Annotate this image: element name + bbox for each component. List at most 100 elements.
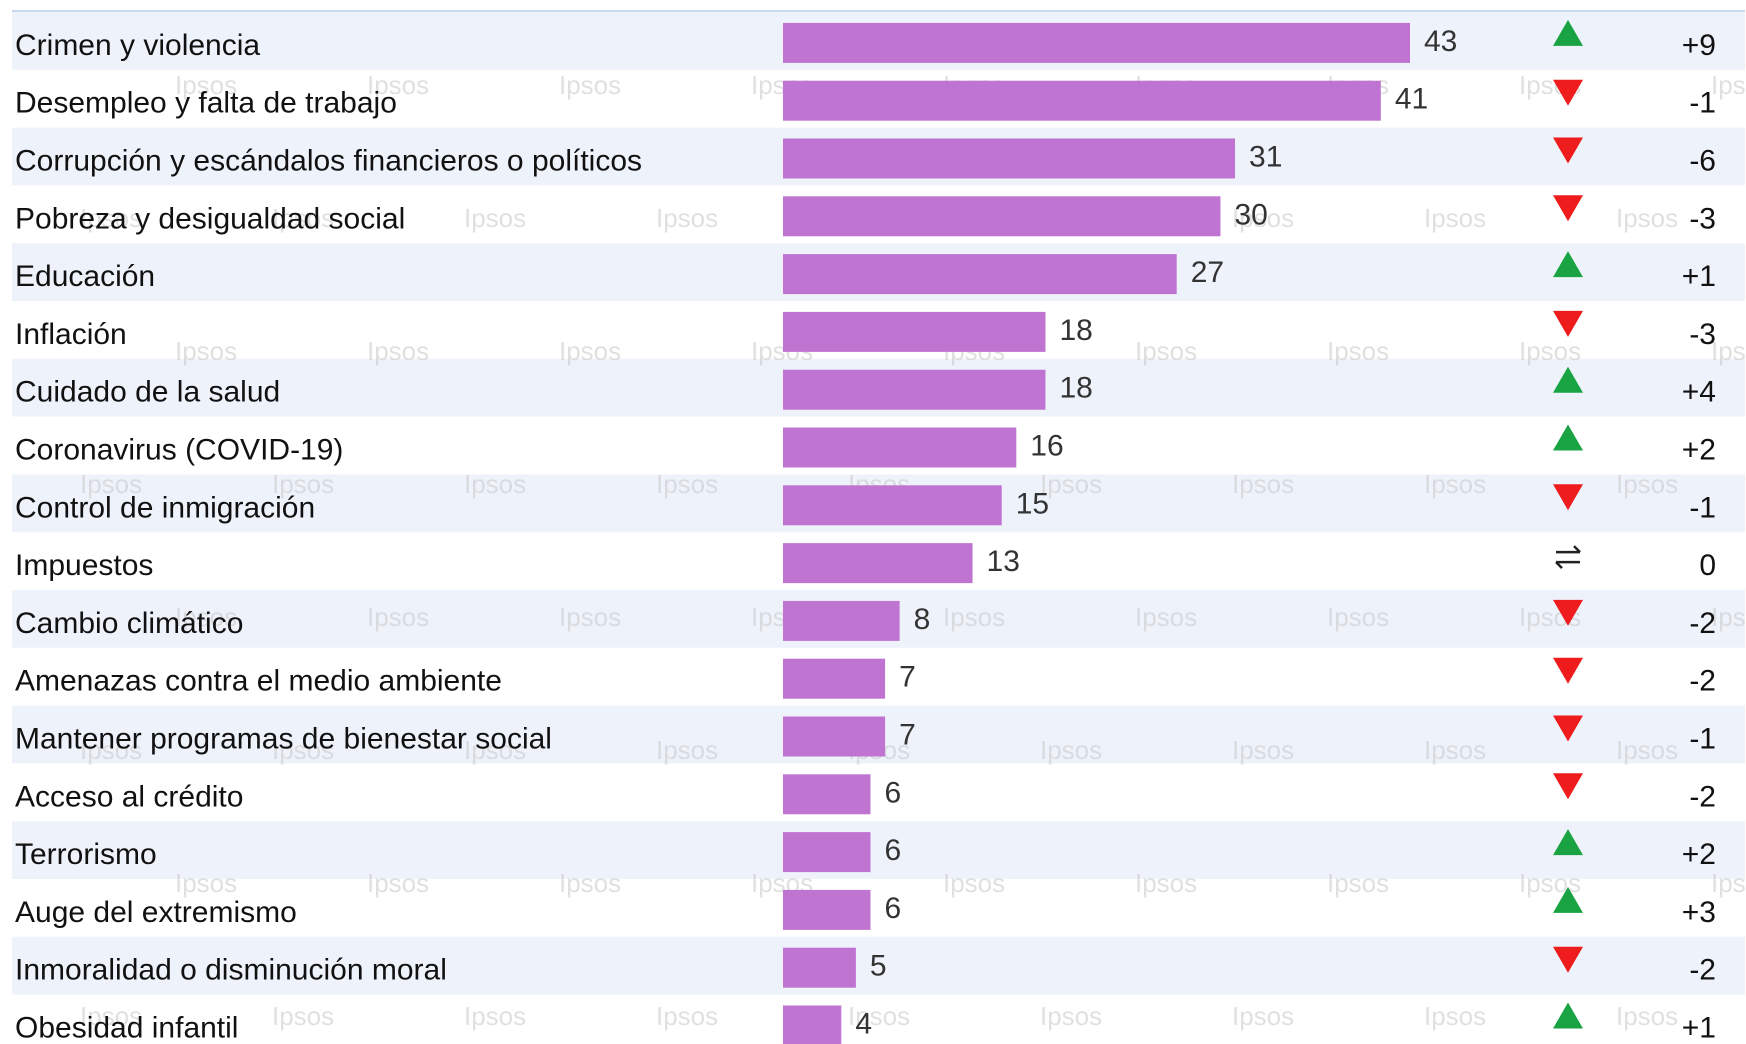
bar <box>783 254 1177 295</box>
value-label: 43 <box>1424 25 1457 58</box>
chart-row: Corrupción y escándalos financieros o po… <box>15 137 1716 179</box>
watermark-text: Ipsos <box>1232 203 1294 233</box>
value-label: 5 <box>870 950 887 983</box>
change-label: -2 <box>1689 954 1716 987</box>
change-label: -1 <box>1689 491 1716 524</box>
watermark-text: Ipsos <box>1327 336 1389 366</box>
watermark-text: Ipsos <box>559 602 621 632</box>
chart-row: Cuidado de la salud 18 +4 <box>15 366 1716 410</box>
value-label: 18 <box>1059 372 1092 405</box>
watermark-text: Ipsos <box>943 868 1005 898</box>
bar <box>783 947 856 988</box>
watermark-text: Ipsos <box>1711 336 1746 366</box>
watermark-layer: Ipsos Ipsos Ipsos Ipsos Ipsos Ipsos Ipsos Ipsos… <box>80 70 1746 1031</box>
value-label: 16 <box>1030 430 1063 463</box>
watermark-text: Ipsos <box>656 469 718 499</box>
trend-down-icon <box>1553 137 1583 164</box>
category-label: Cuidado de la salud <box>15 376 280 409</box>
watermark-text: Ipsos <box>175 868 237 898</box>
change-label: -1 <box>1689 87 1716 120</box>
trend-up-icon <box>1553 424 1583 451</box>
value-label: 18 <box>1059 314 1092 347</box>
chart-row: Amenazas contra el medio ambiente 7 -2 <box>15 657 1716 699</box>
watermark-text: Ipsos <box>1519 336 1581 366</box>
category-label: Acceso al crédito <box>15 780 243 813</box>
watermark-text: Ipsos <box>464 469 526 499</box>
watermark-text: Ipsos <box>367 868 429 898</box>
bar <box>783 600 900 641</box>
watermark-text: Ipsos <box>1424 735 1486 765</box>
bar <box>783 427 1017 468</box>
chart-row: Control de inmigración 15 -1 <box>15 484 1716 526</box>
value-label: 7 <box>899 719 916 752</box>
trend-down-icon <box>1553 773 1583 800</box>
watermark-text: Ipsos <box>1040 469 1102 499</box>
change-label: +2 <box>1682 838 1716 871</box>
value-label: 15 <box>1016 487 1049 520</box>
swap-arrows-icon <box>1555 545 1581 569</box>
watermark-text: Ipsos <box>1135 602 1197 632</box>
category-label: Auge del extremismo <box>15 896 297 929</box>
watermark-text: Ipsos <box>1616 203 1678 233</box>
change-label: +1 <box>1682 1012 1716 1044</box>
change-label: -2 <box>1689 665 1716 698</box>
watermark-text: Ipsos <box>1519 868 1581 898</box>
value-label: 27 <box>1191 256 1224 289</box>
bar <box>783 889 871 930</box>
category-label: Mantener programas de bienestar social <box>15 723 552 756</box>
watermark-text: Ipsos <box>1040 1001 1102 1031</box>
value-label: 41 <box>1395 83 1428 116</box>
watermark-text: Ipsos <box>1424 203 1486 233</box>
bar <box>783 369 1046 410</box>
category-label: Terrorismo <box>15 838 157 871</box>
watermark-text: Ipsos <box>367 70 429 100</box>
change-label: -2 <box>1689 607 1716 640</box>
trend-up-icon <box>1553 886 1583 913</box>
category-label: Control de inmigración <box>15 491 315 524</box>
watermark-text: Ipsos <box>943 602 1005 632</box>
change-label: -3 <box>1689 202 1716 235</box>
watermark-text: Ipsos <box>464 735 526 765</box>
value-label: 6 <box>884 834 901 867</box>
chart-row: Coronavirus (COVID-19) 16 +2 <box>15 424 1716 468</box>
change-label: +4 <box>1682 376 1716 409</box>
trend-up-icon <box>1553 1002 1583 1029</box>
bar <box>783 658 886 699</box>
watermark-text: Ipsos <box>1711 868 1746 898</box>
watermark-text: Ipsos <box>656 203 718 233</box>
change-label: +9 <box>1682 29 1716 62</box>
change-label: -6 <box>1689 145 1716 178</box>
chart-row: Terrorismo 6 +2 <box>15 829 1716 873</box>
watermark-text: Ipsos <box>848 1001 910 1031</box>
watermark-text: Ipsos <box>1135 336 1197 366</box>
watermark-text: Ipsos <box>272 469 334 499</box>
watermark-text: Ipsos <box>1711 70 1746 100</box>
change-label: +2 <box>1682 434 1716 467</box>
watermark-text: Ipsos <box>80 203 142 233</box>
chart-row: Cambio climático 8 -2 <box>15 599 1716 641</box>
trend-up-icon <box>1553 829 1583 856</box>
category-label: Pobreza y desigualdad social <box>15 202 405 235</box>
watermark-text: Ipsos <box>367 336 429 366</box>
watermark-text: Ipsos <box>1327 868 1389 898</box>
trend-down-icon <box>1553 310 1583 337</box>
category-label: Inmoralidad o disminución moral <box>15 954 447 987</box>
change-label: 0 <box>1699 549 1716 582</box>
trend-up-icon <box>1553 366 1583 393</box>
change-label: -3 <box>1689 318 1716 351</box>
bar <box>783 774 871 815</box>
value-label: 7 <box>899 661 916 694</box>
category-label: Coronavirus (COVID-19) <box>15 434 343 467</box>
chart-row: Obesidad infantil 4 +1 <box>15 1002 1716 1044</box>
category-label: Desempleo y falta de trabajo <box>15 87 397 120</box>
value-label: 6 <box>884 776 901 809</box>
bar <box>783 22 1410 63</box>
row-band <box>12 936 1745 995</box>
trend-down-icon <box>1553 946 1583 973</box>
watermark-text: Ipsos <box>1711 602 1746 632</box>
value-label: 8 <box>914 603 931 636</box>
watermark-text: Ipsos <box>1040 735 1102 765</box>
watermark-text: Ipsos <box>464 203 526 233</box>
chart-rows: Crimen y violencia 43 +9 Desempleo y falta … <box>15 19 1716 1044</box>
